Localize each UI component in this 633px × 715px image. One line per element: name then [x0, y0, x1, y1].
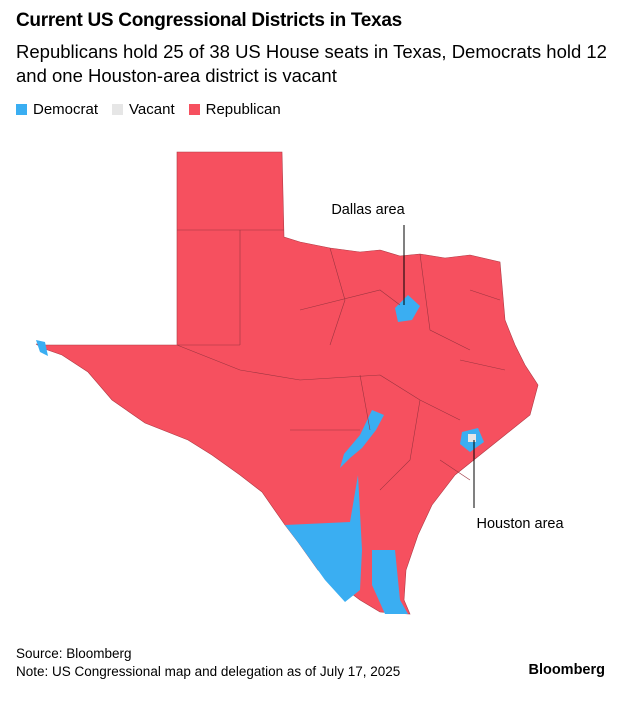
subtitle: Republicans hold 25 of 38 US House seats… — [16, 41, 607, 86]
district-democrat — [285, 475, 362, 602]
legend-swatch — [16, 104, 27, 115]
district-democrat — [372, 550, 408, 614]
note: Note: US Congressional map and delegatio… — [16, 664, 401, 679]
legend-swatch — [188, 104, 200, 115]
legend-item: Vacant — [112, 101, 175, 118]
district-democrat — [340, 410, 384, 468]
district-borders — [176, 229, 506, 491]
map: Dallas area Houston area — [35, 151, 564, 615]
legend-swatch — [112, 104, 124, 115]
legend-label: Democrat — [33, 101, 99, 118]
annotation: Dallas area — [331, 202, 405, 218]
district-democrat — [36, 340, 48, 356]
legend-item: Republican — [188, 101, 281, 118]
legend: Democrat Vacant Republican — [16, 101, 281, 118]
district-vacant — [468, 434, 476, 442]
title: Current US Congressional Districts in Te… — [16, 10, 402, 31]
source: Source: Bloomberg — [16, 646, 132, 661]
texas-outline — [35, 151, 539, 615]
legend-label: Republican — [205, 101, 281, 118]
district-democrat — [395, 295, 420, 322]
legend-item: Democrat — [16, 101, 98, 118]
legend-label: Vacant — [129, 101, 175, 118]
annotation: Houston area — [476, 516, 564, 532]
brand: Bloomberg — [528, 662, 605, 678]
